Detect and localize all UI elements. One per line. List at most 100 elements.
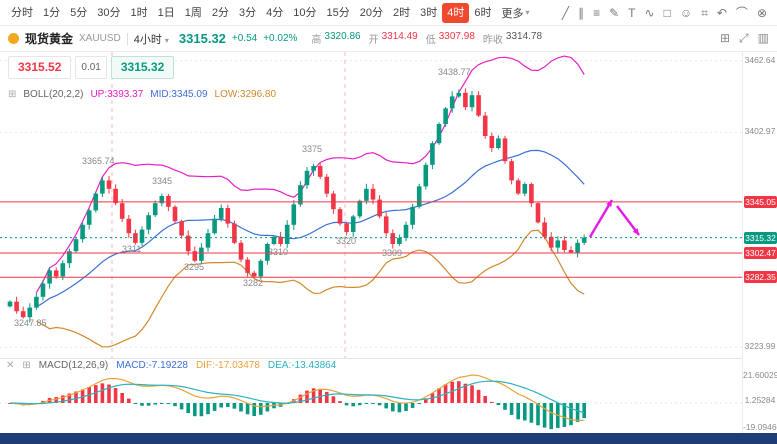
price-annotation: 3282 (243, 278, 264, 288)
timeframe-2时[interactable]: 2时 (393, 6, 411, 19)
sell-price-button[interactable]: 3315.52 (8, 56, 72, 79)
boll-upper-value: UP:3393.37 (90, 89, 144, 100)
symbol-code: XAUUSD (79, 33, 121, 44)
indicators-icon[interactable]: ≡ (593, 5, 601, 20)
rect-icon[interactable]: □ (663, 5, 671, 20)
boll-settings-icon[interactable]: ⊞ (8, 89, 17, 100)
symbol-bar-icons: ⊞ ⤢ ▥ (720, 31, 769, 46)
emoji-icon[interactable]: ☺ (679, 5, 693, 20)
price-axis[interactable]: 3462.64 3402.97 3345.05 3315.32 3302.47 3282.… (742, 52, 777, 433)
price-annotation: 3345 (152, 176, 173, 186)
axis-price-label: 3223.99 (744, 341, 776, 351)
bottom-taskbar (0, 433, 777, 444)
level-price-chip: 3302.47 (744, 247, 777, 259)
timeframe-3时[interactable]: 3时 (420, 6, 438, 19)
timeframe-select-label: 4小时 (133, 33, 162, 46)
price-change-percent: +0.02% (263, 33, 298, 44)
macd-axis-label: 1.25284 (744, 395, 776, 405)
trendline-icon[interactable]: ╱ (561, 5, 570, 20)
close-icon[interactable]: ✕ (6, 360, 15, 371)
text-icon[interactable]: T (628, 5, 636, 20)
timeframe-1时[interactable]: 1时 (130, 6, 148, 19)
macd-value: MACD:-7.19228 (116, 360, 188, 371)
wave-icon[interactable]: ∿ (644, 5, 655, 20)
dea-value: DEA:-13.43864 (267, 360, 337, 371)
symbol-name: 现货黄金 (25, 32, 74, 46)
timeframe-6时[interactable]: 6时 (474, 6, 492, 19)
more-timeframes-button[interactable]: 更多 ▾ (497, 5, 535, 21)
timeframe-1分[interactable]: 1分 (43, 6, 61, 19)
boll-legend: ⊞ BOLL(20,2,2) UP:3393.37 MID:3345.09 LO… (8, 89, 276, 100)
spread-value: 0.01 (75, 56, 107, 79)
price-annotation: 3375 (302, 144, 323, 154)
stat-label: 昨收 (482, 35, 503, 46)
macd-canvas[interactable] (0, 371, 742, 435)
timeframe-4时[interactable]: 4时 (442, 2, 470, 23)
stat-value: 3314.49 (381, 31, 418, 42)
timeframe-list: 分时 1分 5分 30分 1时 1日 1周 2分 3分 4分 10分 15分 20分 2时 3时 4时 6时 (6, 2, 497, 23)
stat-高: 高 3320.86 (311, 31, 360, 46)
timeframe-15分[interactable]: 15分 (326, 6, 350, 19)
boll-middle-value: MID:3345.09 (150, 89, 208, 100)
price-annotation: 3438.77 (438, 67, 471, 77)
fullscreen-icon[interactable]: ⤢ (739, 31, 749, 45)
undo-icon[interactable]: ↶ (716, 5, 727, 20)
price-annotation: 3247.85 (14, 318, 47, 328)
measure-icon[interactable]: ⌗ (701, 5, 708, 20)
timeframe-select[interactable]: 4小时 ▾ (134, 31, 169, 47)
timeframe-3分[interactable]: 3分 (239, 6, 257, 19)
layout-grid-icon[interactable]: ⊞ (719, 31, 731, 45)
channel-icon[interactable]: ∥ (578, 5, 585, 20)
stat-value: 3307.98 (438, 31, 475, 42)
level-price-chip: 3345.05 (744, 196, 777, 208)
macd-panel[interactable]: ✕ ⊞ MACD(12,26,9) MACD:-7.19228 DIF:-17.… (0, 358, 742, 433)
timeframe-分时[interactable]: 分时 (11, 6, 33, 19)
timeframe-1周[interactable]: 1周 (184, 6, 202, 19)
stat-label: 开 (368, 35, 379, 46)
timeframe-4分[interactable]: 4分 (266, 6, 284, 19)
timeframe-30分[interactable]: 30分 (97, 6, 121, 19)
stat-低: 低 3307.98 (426, 31, 475, 46)
stat-昨收: 昨收 3314.78 (483, 31, 542, 46)
macd-settings-icon[interactable]: ⊞ (22, 360, 31, 371)
chevron-down-icon: ▾ (525, 8, 530, 17)
level-price-chip: 3282.35 (744, 271, 777, 283)
symbol-bar: 现货黄金 XAUUSD 4小时 ▾ 3315.32 +0.54 +0.02% 高… (0, 26, 777, 52)
more-label: 更多 (501, 7, 524, 20)
stat-开: 开 3314.49 (369, 31, 418, 46)
brush-icon[interactable]: ✎ (609, 5, 620, 20)
current-price-chip: 3315.32 (744, 232, 777, 244)
stat-value: 3314.78 (505, 31, 543, 42)
price-annotation: 3365.74 (82, 156, 115, 166)
dif-value: DIF:-17.03478 (195, 360, 260, 371)
timeframe-1日[interactable]: 1日 (157, 6, 175, 19)
last-price: 3315.32 (178, 31, 226, 46)
stat-label: 低 (425, 35, 436, 46)
delete-icon[interactable]: ⊗ (756, 5, 767, 20)
axis-price-label: 3402.97 (744, 126, 776, 136)
timeframe-2分[interactable]: 2分 (211, 6, 229, 19)
magnet-icon[interactable]: ⌒ (735, 5, 748, 20)
timeframe-5分[interactable]: 5分 (70, 6, 88, 19)
price-change: +0.54 (231, 33, 258, 44)
chevron-down-icon: ▾ (164, 35, 169, 45)
ohlc-stats: 高 3320.86 开 3314.49 低 3307.98 昨收 3314.78 (303, 31, 542, 46)
top-toolbar: 分时 1分 5分 30分 1时 1日 1周 2分 3分 4分 10分 15分 20分 2时 3时 4时 6时 更… (0, 0, 777, 26)
macd-title: MACD(12,26,9) (38, 360, 109, 371)
boll-lower-value: LOW:3296.80 (214, 89, 277, 100)
panel-right-icon[interactable]: ▥ (757, 31, 769, 45)
macd-legend: ✕ ⊞ MACD(12,26,9) MACD:-7.19228 DIF:-17.… (6, 360, 336, 371)
price-annotation: 3320 (336, 236, 357, 246)
timeframe-20分[interactable]: 20分 (359, 6, 383, 19)
price-annotation: 3309 (382, 248, 403, 258)
buy-price-button[interactable]: 3315.32 (110, 56, 175, 79)
price-annotation: 3295 (184, 262, 205, 272)
axis-price-label: 3462.64 (744, 55, 776, 65)
price-annotation: 3311 (122, 244, 142, 254)
main-chart[interactable]: 3315.52 0.01 3315.32 ⊞ BOLL(20,2,2) UP:3… (0, 52, 742, 358)
price-annotation: 3310 (268, 247, 289, 257)
divider (126, 32, 128, 45)
boll-title: BOLL(20,2,2) (23, 89, 84, 100)
timeframe-10分[interactable]: 10分 (293, 6, 317, 19)
